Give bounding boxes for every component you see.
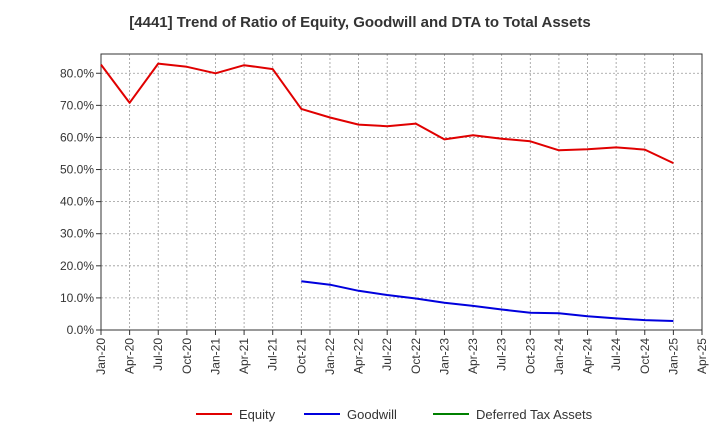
series-lines xyxy=(100,62,674,322)
x-tick-label: Apr-23 xyxy=(466,338,480,374)
x-tick-label: Jan-21 xyxy=(208,338,222,375)
plot-frame xyxy=(100,53,703,331)
x-tick-label: Apr-24 xyxy=(581,338,595,374)
x-tick-label: Jul-20 xyxy=(151,338,165,371)
y-tick-label: 10.0% xyxy=(60,291,94,305)
legend-label-goodwill: Goodwill xyxy=(347,407,397,422)
series-line-goodwill xyxy=(301,280,674,322)
y-tick-label: 40.0% xyxy=(60,195,94,209)
y-tick-label: 60.0% xyxy=(60,130,94,144)
y-tick-label: 80.0% xyxy=(60,66,94,80)
x-tick-label: Jul-24 xyxy=(609,338,623,371)
x-tick-label: Jul-23 xyxy=(495,338,509,371)
x-tick-label: Oct-23 xyxy=(523,338,537,374)
x-tick-label: Oct-22 xyxy=(409,338,423,374)
x-tick-label: Oct-21 xyxy=(294,338,308,374)
legend-label-equity: Equity xyxy=(239,407,276,422)
x-tick-label: Jan-20 xyxy=(94,338,108,375)
x-tick-label: Apr-20 xyxy=(123,338,137,374)
x-tick-label: Oct-24 xyxy=(638,338,652,374)
y-tick-label: 70.0% xyxy=(60,98,94,112)
x-tick-label: Jan-25 xyxy=(666,338,680,375)
x-tick-label: Apr-22 xyxy=(352,338,366,374)
legend-label-deferred-tax-assets: Deferred Tax Assets xyxy=(476,407,593,422)
x-tick-label: Oct-20 xyxy=(180,338,194,374)
x-tick-label: Jul-21 xyxy=(266,338,280,371)
y-tick-label: 30.0% xyxy=(60,227,94,241)
series-line-equity xyxy=(100,62,674,165)
x-tick-label: Jan-23 xyxy=(437,338,451,375)
y-tick-label: 50.0% xyxy=(60,163,94,177)
axes: 0.0% 10.0% 20.0% 30.0% 40.0% 50.0% 60.0% 70.0% 8… xyxy=(60,53,709,375)
y-tick-label: 20.0% xyxy=(60,259,94,273)
x-tick-label: Jan-24 xyxy=(552,338,566,375)
y-tick-label: 0.0% xyxy=(67,323,95,337)
x-tick-label: Apr-25 xyxy=(695,338,709,374)
chart-title: [4441] Trend of Ratio of Equity, Goodwil… xyxy=(129,14,591,31)
x-tick-label: Jan-22 xyxy=(323,338,337,375)
legend: Equity Goodwill Deferred Tax Assets xyxy=(196,407,593,422)
x-tick-label: Apr-21 xyxy=(237,338,251,374)
gridlines xyxy=(101,54,702,330)
x-tick-label: Jul-22 xyxy=(380,338,394,371)
